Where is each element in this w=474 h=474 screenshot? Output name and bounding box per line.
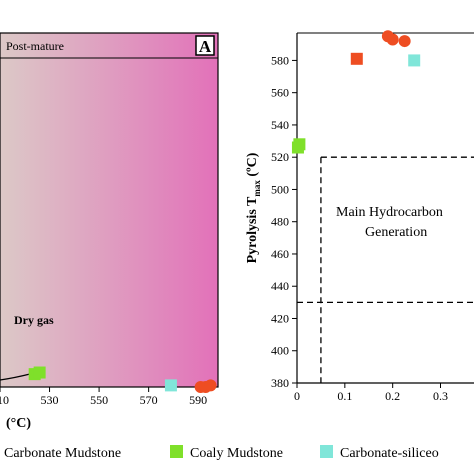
left-data-point bbox=[164, 379, 177, 392]
y-title-unit: (ºC) bbox=[245, 152, 260, 180]
right-panel: 380 400 420 440 460 480 500 520 540 560 580 0 0.1 0.2… bbox=[245, 30, 474, 403]
y-title-sub: max bbox=[252, 180, 262, 197]
legend-swatch-coaly-mudstone bbox=[170, 445, 183, 458]
left-data-point bbox=[33, 366, 46, 379]
right-data-point bbox=[293, 138, 306, 151]
right-y-tick-label: 560 bbox=[271, 86, 289, 100]
right-data-points bbox=[291, 30, 421, 154]
right-data-point bbox=[350, 52, 363, 65]
right-x-tick-label: 0.1 bbox=[337, 389, 352, 403]
right-y-tick-label: 420 bbox=[271, 311, 289, 325]
panel-label: A bbox=[199, 37, 212, 56]
left-data-point bbox=[204, 379, 217, 392]
left-x-axis-title: (°C) bbox=[6, 416, 31, 431]
left-x-tick-label: 550 bbox=[90, 393, 108, 407]
left-x-tick-label: 570 bbox=[140, 393, 158, 407]
panel-label-box bbox=[195, 35, 215, 56]
left-data-points bbox=[28, 366, 217, 393]
left-x-axis: 510 530 550 570 590 bbox=[0, 387, 207, 407]
right-y-tick-label: 480 bbox=[271, 215, 289, 229]
legend: Carbonate Mudstone Coaly Mudstone Carbon… bbox=[4, 445, 439, 461]
right-data-point bbox=[398, 35, 411, 48]
legend-label-coaly-mudstone: Coaly Mudstone bbox=[190, 446, 283, 461]
right-x-tick-label: 0.2 bbox=[385, 389, 400, 403]
legend-label-carbonate-siliceous: Carbonate-siliceo bbox=[340, 446, 439, 461]
left-plot-background bbox=[0, 33, 218, 387]
annotation-line-1: Main Hydrocarbon bbox=[336, 205, 443, 220]
right-x-tick-label: 0 bbox=[294, 389, 300, 403]
right-y-tick-label: 460 bbox=[271, 247, 289, 261]
right-y-tick-label: 540 bbox=[271, 118, 289, 132]
right-y-tick-label: 500 bbox=[271, 182, 289, 196]
left-x-tick-label: 510 bbox=[0, 393, 9, 407]
left-boundary-curve bbox=[0, 373, 31, 381]
region-label: Dry gas bbox=[14, 313, 54, 327]
left-plot-frame bbox=[0, 32, 219, 388]
hydrocarbon-window-lines bbox=[297, 156, 474, 383]
left-x-tick-label: 590 bbox=[189, 393, 207, 407]
right-y-axis-title: Pyrolysis Tmax (ºC) bbox=[245, 152, 262, 263]
right-data-point bbox=[386, 33, 399, 46]
y-title-main: Pyrolysis T bbox=[245, 196, 260, 263]
right-y-tick-label: 400 bbox=[271, 344, 289, 358]
right-y-tick-label: 380 bbox=[271, 376, 289, 390]
right-x-tick-label: 0.3 bbox=[433, 389, 448, 403]
right-y-tick-label: 520 bbox=[271, 150, 289, 164]
legend-label-carbonate-mudstone: Carbonate Mudstone bbox=[4, 446, 121, 461]
right-axes-ticks: 380 400 420 440 460 480 500 520 540 560 580 0 0.1 0.2… bbox=[271, 53, 448, 403]
annotation-line-2: Generation bbox=[365, 225, 427, 240]
right-data-point bbox=[408, 54, 421, 67]
right-y-tick-label: 440 bbox=[271, 279, 289, 293]
legend-swatch-carbonate-siliceous bbox=[320, 445, 333, 458]
right-y-tick-label: 580 bbox=[271, 53, 289, 67]
left-panel: Post-mature A Dry gas 510 530 550 570 590 (°… bbox=[0, 32, 219, 431]
left-x-tick-label: 530 bbox=[41, 393, 59, 407]
zone-label: Post-mature bbox=[6, 39, 64, 53]
